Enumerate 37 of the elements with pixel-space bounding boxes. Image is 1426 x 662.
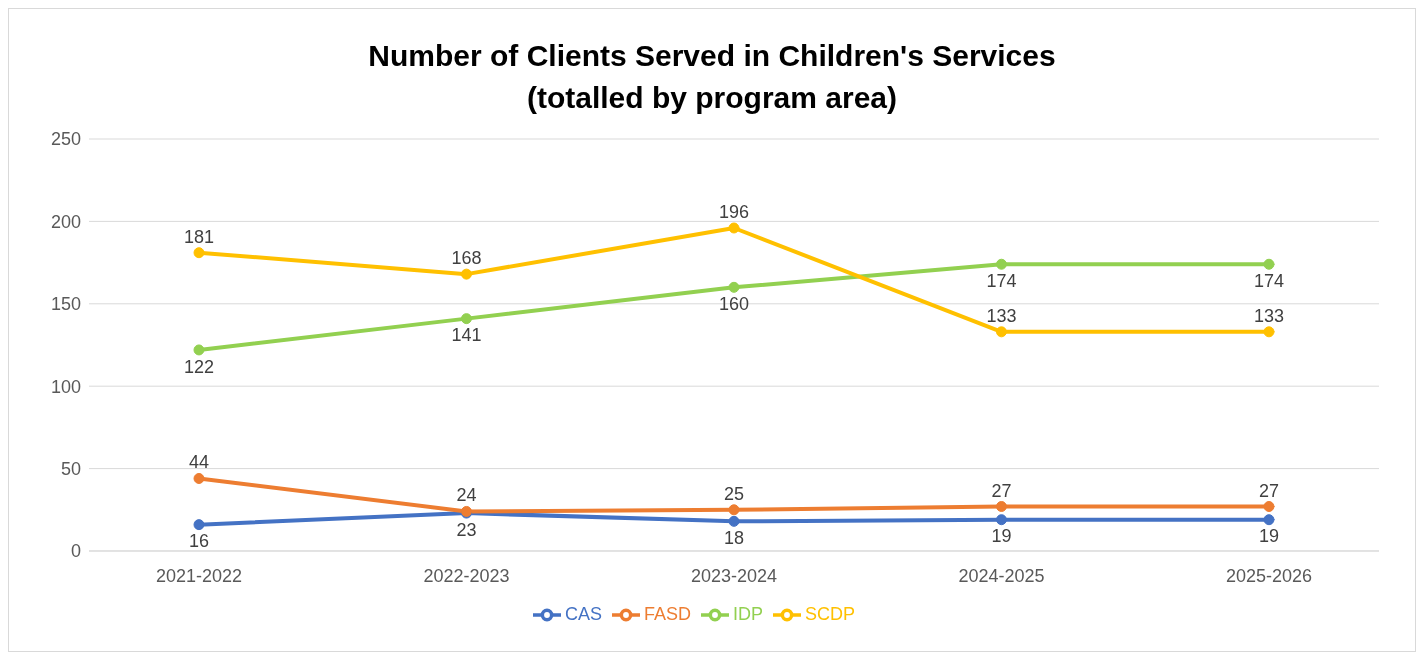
y-tick-label: 250 xyxy=(50,129,81,150)
legend-label: CAS xyxy=(564,603,602,624)
data-label: 24 xyxy=(456,485,477,506)
x-tick-label: 2023-2024 xyxy=(690,565,778,586)
legend-label: SCDP xyxy=(805,603,856,624)
x-tick-label: 2022-2023 xyxy=(423,565,510,586)
data-label: 19 xyxy=(991,526,1012,547)
legend-label: FASD xyxy=(643,603,691,624)
data-label: 168 xyxy=(451,248,482,269)
data-label: 23 xyxy=(456,519,477,540)
data-label: 196 xyxy=(718,201,750,222)
x-tick-label: 2024-2025 xyxy=(958,565,1045,586)
data-label: 19 xyxy=(1258,526,1280,547)
y-tick-label: 150 xyxy=(50,294,81,315)
data-label: 18 xyxy=(723,528,745,549)
x-tick-label: 2025-2026 xyxy=(1225,565,1313,586)
data-label: 44 xyxy=(188,452,210,473)
data-label: 141 xyxy=(451,325,482,346)
data-label: 133 xyxy=(986,305,1017,326)
y-tick-label: 50 xyxy=(60,458,81,479)
chart-title: Number of Clients Served in Children's Services xyxy=(367,38,1057,74)
data-label: 16 xyxy=(188,531,210,552)
data-label: 174 xyxy=(986,271,1017,292)
data-label: 181 xyxy=(183,226,215,247)
data-label: 160 xyxy=(718,294,750,315)
y-tick-label: 100 xyxy=(50,376,81,397)
data-label: 133 xyxy=(1253,305,1285,326)
data-label: 25 xyxy=(723,483,745,504)
y-tick-label: 200 xyxy=(50,211,81,232)
x-tick-label: 2021-2022 xyxy=(155,565,243,586)
data-label: 174 xyxy=(1253,271,1285,292)
data-label: 27 xyxy=(991,480,1012,501)
y-tick-label: 0 xyxy=(70,541,81,562)
legend-label: IDP xyxy=(733,603,764,624)
chart-subtitle: (totalled by program area) xyxy=(525,80,899,116)
data-label: 27 xyxy=(1258,480,1280,501)
data-label: 122 xyxy=(183,356,215,377)
